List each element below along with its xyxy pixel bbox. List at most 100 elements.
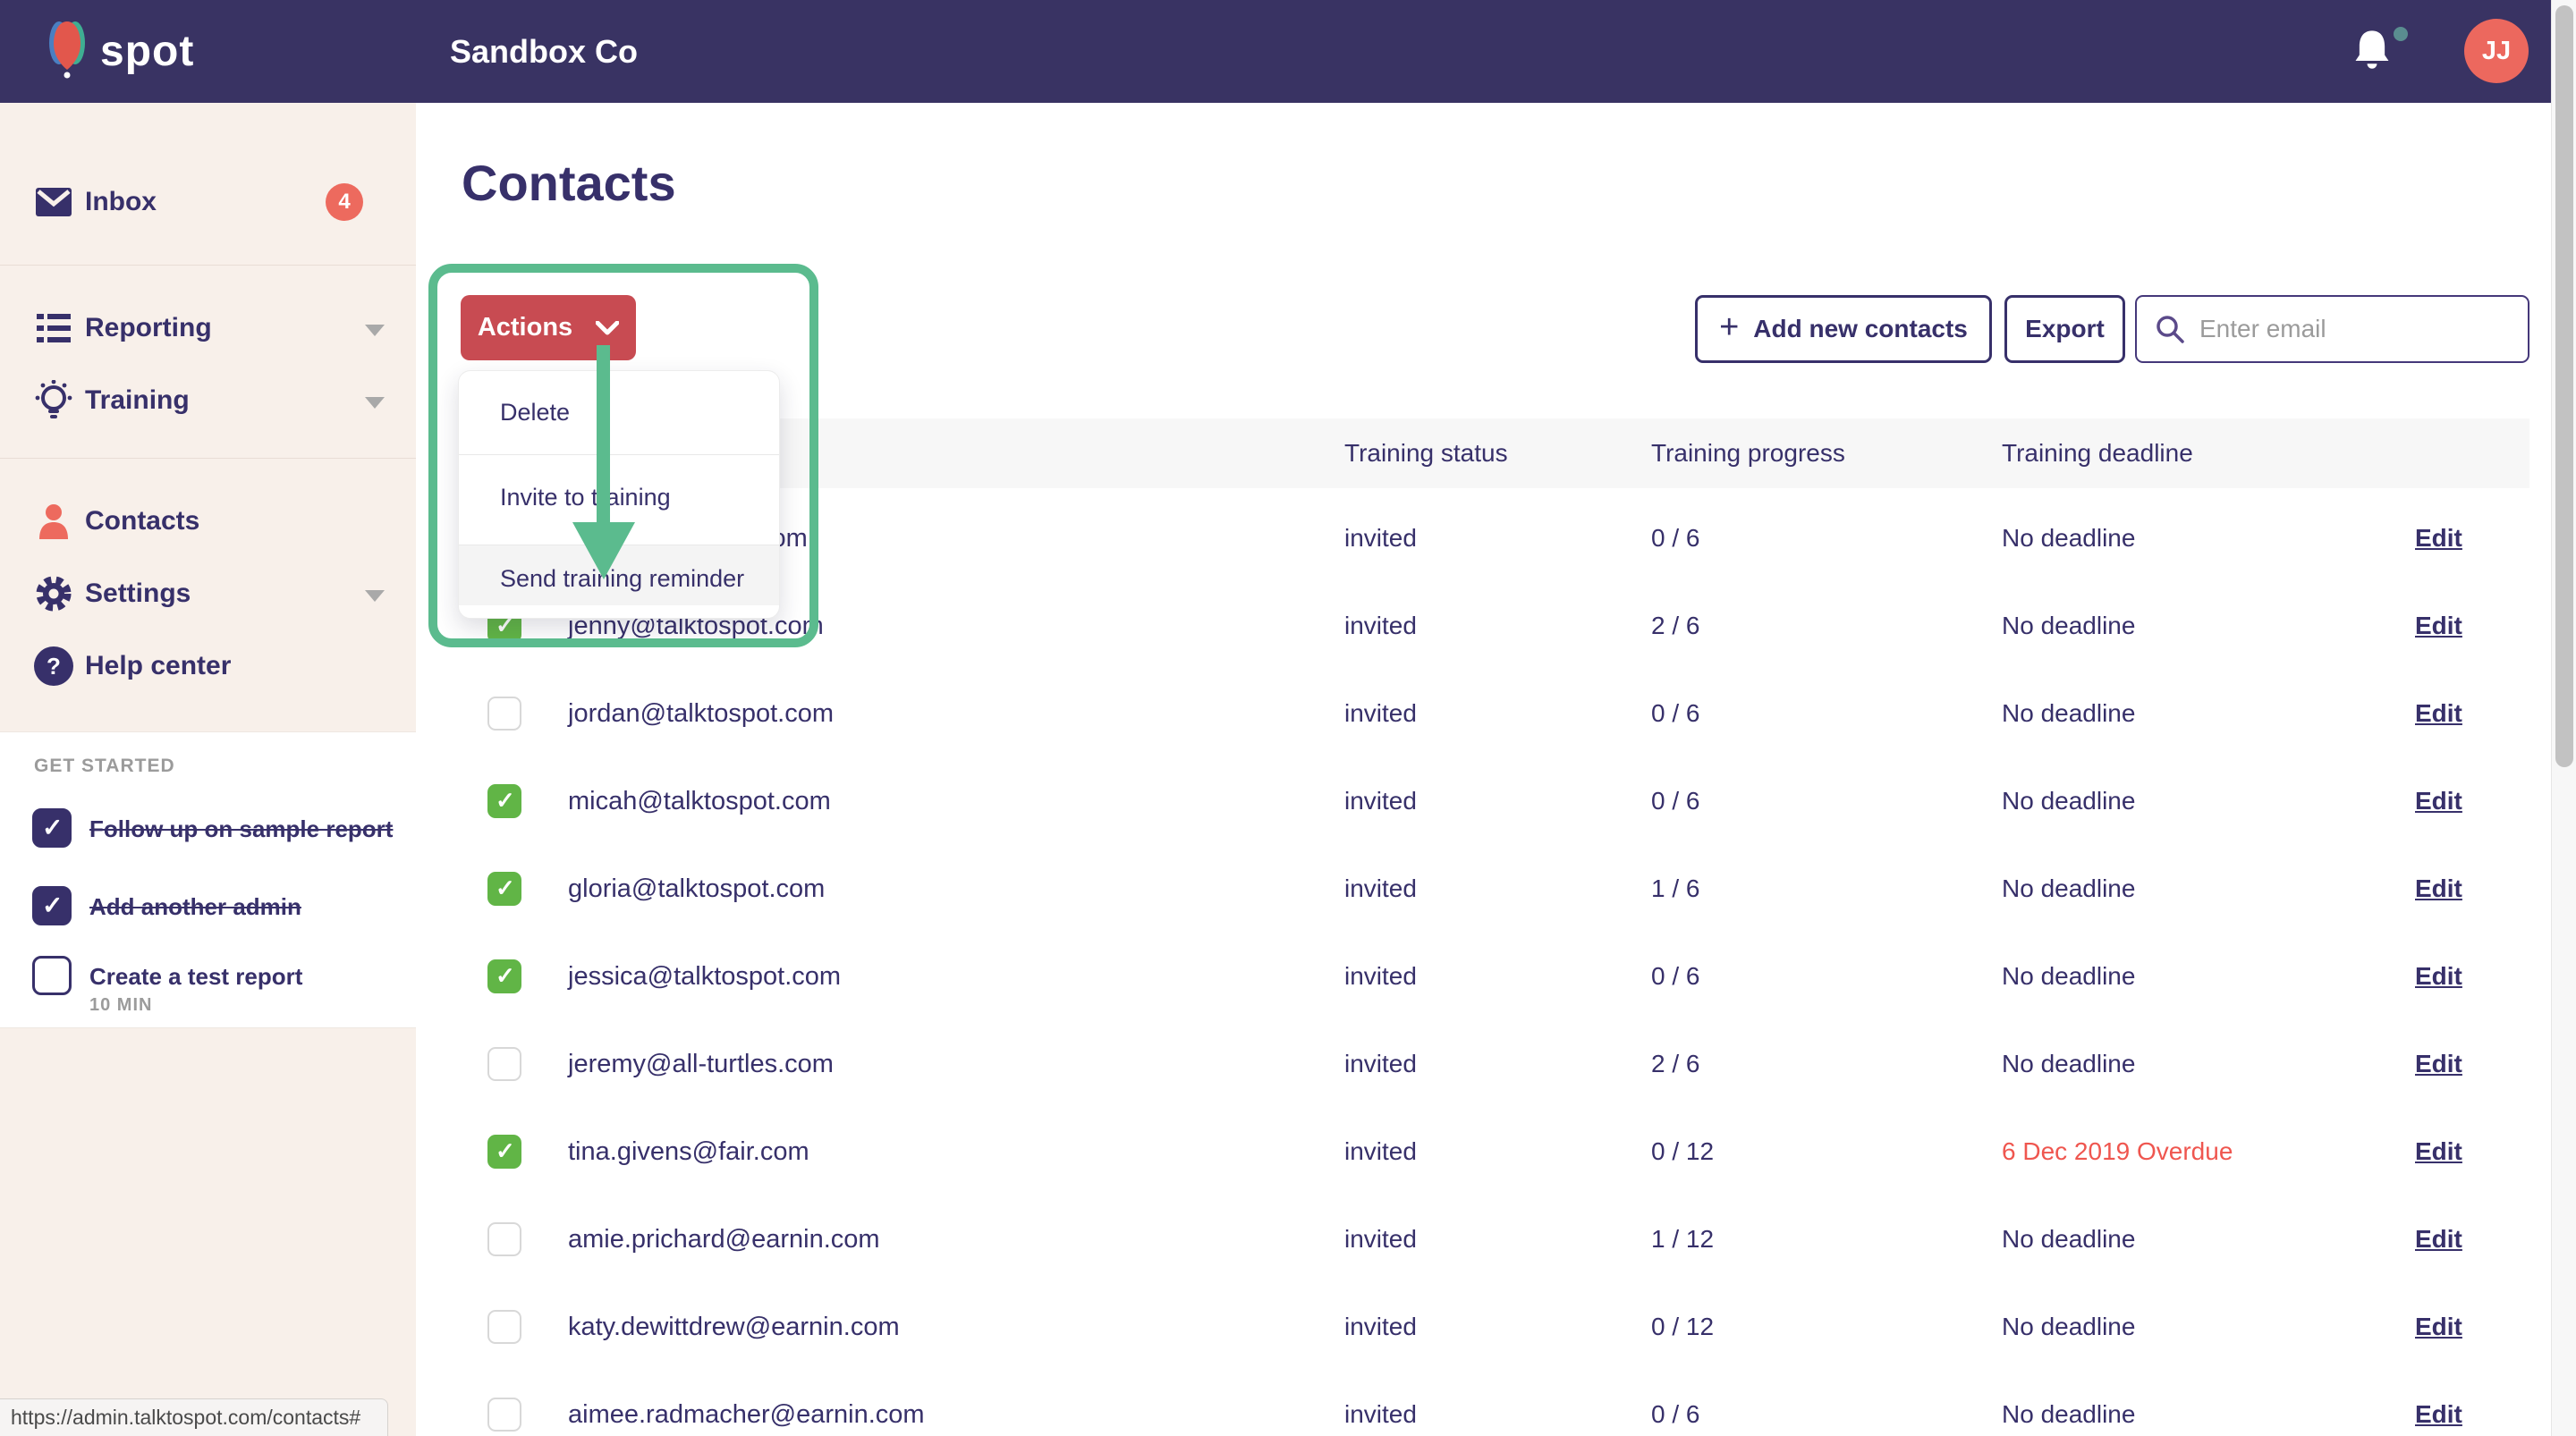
menu-item-invite-to-training[interactable]: Invite to training	[500, 483, 671, 511]
sidebar-item-label: Inbox	[85, 187, 157, 216]
training-status: invited	[1344, 1137, 1417, 1165]
link-status-bar: https://admin.talktospot.com/contacts#	[0, 1398, 388, 1436]
actions-button[interactable]: Actions	[461, 295, 636, 360]
mail-icon	[34, 182, 73, 222]
menu-divider	[459, 454, 779, 455]
notifications-bell-icon[interactable]	[2352, 27, 2415, 80]
task-label[interactable]: Create a test report	[89, 963, 303, 990]
training-progress: 0 / 6	[1651, 699, 1700, 727]
table-row: jordan@talktospot.com invited 0 / 6 No dead…	[462, 670, 2529, 757]
edit-link[interactable]: Edit	[2415, 787, 2462, 815]
edit-link[interactable]: Edit	[2415, 524, 2462, 552]
task-duration: 10 MIN	[89, 995, 153, 1015]
training-status: invited	[1344, 962, 1417, 990]
edit-link[interactable]: Edit	[2415, 1050, 2462, 1077]
row-checkbox-unchecked[interactable]	[487, 697, 521, 731]
sidebar-item-label: Training	[85, 385, 190, 415]
add-new-contacts-button[interactable]: + Add new contacts	[1695, 295, 1992, 363]
task-label[interactable]: Add another admin	[89, 893, 301, 920]
task-add-another-admin[interactable]: Add another admin	[0, 886, 416, 927]
edit-link[interactable]: Edit	[2415, 962, 2462, 990]
training-deadline: No deadline	[2002, 1400, 2136, 1428]
training-progress: 0 / 6	[1651, 1400, 1700, 1428]
edit-link[interactable]: Edit	[2415, 1313, 2462, 1340]
avatar[interactable]: JJ	[2464, 19, 2529, 83]
sidebar-divider	[0, 265, 416, 266]
gear-icon	[34, 574, 73, 613]
training-progress: 0 / 12	[1651, 1137, 1715, 1165]
row-checkbox-checked[interactable]	[487, 1135, 521, 1169]
training-status: invited	[1344, 524, 1417, 552]
training-progress: 0 / 12	[1651, 1313, 1715, 1340]
contact-email: amie.prichard@earnin.com	[568, 1224, 880, 1254]
task-follow-up-sample-report[interactable]: Follow up on sample report	[0, 808, 416, 849]
contact-email: jessica@talktospot.com	[568, 961, 842, 991]
chevron-down-icon	[365, 397, 385, 409]
search-input[interactable]	[2198, 314, 2493, 344]
row-checkbox-unchecked[interactable]	[487, 1047, 521, 1081]
table-row: tina.givens@fair.com invited 0 / 12 6 Dec 2…	[462, 1108, 2529, 1195]
export-button[interactable]: Export	[2004, 295, 2125, 363]
sidebar-item-training[interactable]: Training	[0, 379, 416, 422]
row-checkbox-unchecked[interactable]	[487, 1310, 521, 1344]
chevron-down-icon	[596, 320, 620, 334]
menu-item-delete[interactable]: Delete	[500, 398, 571, 426]
training-status: invited	[1344, 874, 1417, 902]
training-status: invited	[1344, 612, 1417, 639]
brand-logo[interactable]: spot	[47, 0, 194, 103]
training-progress: 0 / 6	[1651, 787, 1700, 815]
row-checkbox-checked[interactable]	[487, 784, 521, 818]
edit-link[interactable]: Edit	[2415, 1137, 2462, 1165]
balloon-logo-icon	[47, 20, 88, 83]
sidebar-item-contacts[interactable]: Contacts	[0, 500, 416, 543]
training-deadline: No deadline	[2002, 1050, 2136, 1077]
task-checkbox[interactable]	[32, 808, 72, 848]
top-bar: spot Sandbox Co JJ	[0, 0, 2576, 103]
actions-dropdown-menu: Delete Invite to training Send training …	[458, 370, 780, 619]
training-progress: 2 / 6	[1651, 1050, 1700, 1077]
sidebar-item-reporting[interactable]: Reporting	[0, 307, 416, 350]
edit-link[interactable]: Edit	[2415, 1400, 2462, 1428]
scrollbar-track[interactable]	[2551, 0, 2576, 1436]
task-checkbox[interactable]	[32, 956, 72, 995]
brand-name: spot	[100, 28, 195, 75]
edit-link[interactable]: Edit	[2415, 612, 2462, 639]
task-checkbox[interactable]	[32, 886, 72, 925]
sidebar-item-inbox[interactable]: Inbox 4	[0, 181, 416, 224]
lightbulb-icon	[34, 380, 73, 420]
task-label[interactable]: Follow up on sample report	[89, 815, 394, 842]
row-checkbox-unchecked[interactable]	[487, 1398, 521, 1432]
sidebar-item-help-center[interactable]: ? Help center	[0, 645, 416, 688]
row-checkbox-unchecked[interactable]	[487, 1222, 521, 1256]
contact-email: jeremy@all-turtles.com	[568, 1049, 834, 1078]
training-progress: 2 / 6	[1651, 612, 1700, 639]
notification-dot	[2394, 27, 2408, 41]
sidebar-divider	[0, 458, 416, 459]
table-row: gloria@talktospot.com invited 1 / 6 No dead…	[462, 845, 2529, 933]
edit-link[interactable]: Edit	[2415, 874, 2462, 902]
row-checkbox-checked[interactable]	[487, 872, 521, 906]
chevron-down-icon	[365, 590, 385, 602]
menu-item-send-training-reminder[interactable]: Send training reminder	[500, 564, 745, 592]
search-box	[2135, 295, 2529, 363]
sidebar: Inbox 4 Reporting	[0, 103, 416, 1436]
row-checkbox-checked[interactable]	[487, 959, 521, 993]
edit-link[interactable]: Edit	[2415, 699, 2462, 727]
contact-email: micah@talktospot.com	[568, 786, 831, 815]
training-status: invited	[1344, 699, 1417, 727]
contact-email: aimee.radmacher@earnin.com	[568, 1399, 925, 1429]
list-icon	[34, 308, 73, 348]
training-deadline-overdue: 6 Dec 2019 Overdue	[2002, 1137, 2233, 1165]
training-deadline: No deadline	[2002, 787, 2136, 815]
training-status: invited	[1344, 1050, 1417, 1077]
task-create-test-report[interactable]: Create a test report 10 MIN	[0, 956, 416, 1015]
training-deadline: No deadline	[2002, 524, 2136, 552]
plus-icon: +	[1719, 308, 1740, 346]
training-status: invited	[1344, 1313, 1417, 1340]
edit-link[interactable]: Edit	[2415, 1225, 2462, 1253]
table-row: micah@talktospot.com invited 0 / 6 No deadl…	[462, 757, 2529, 845]
sidebar-item-settings[interactable]: Settings	[0, 572, 416, 615]
training-status: invited	[1344, 1400, 1417, 1428]
scrollbar-thumb[interactable]	[2555, 5, 2573, 767]
